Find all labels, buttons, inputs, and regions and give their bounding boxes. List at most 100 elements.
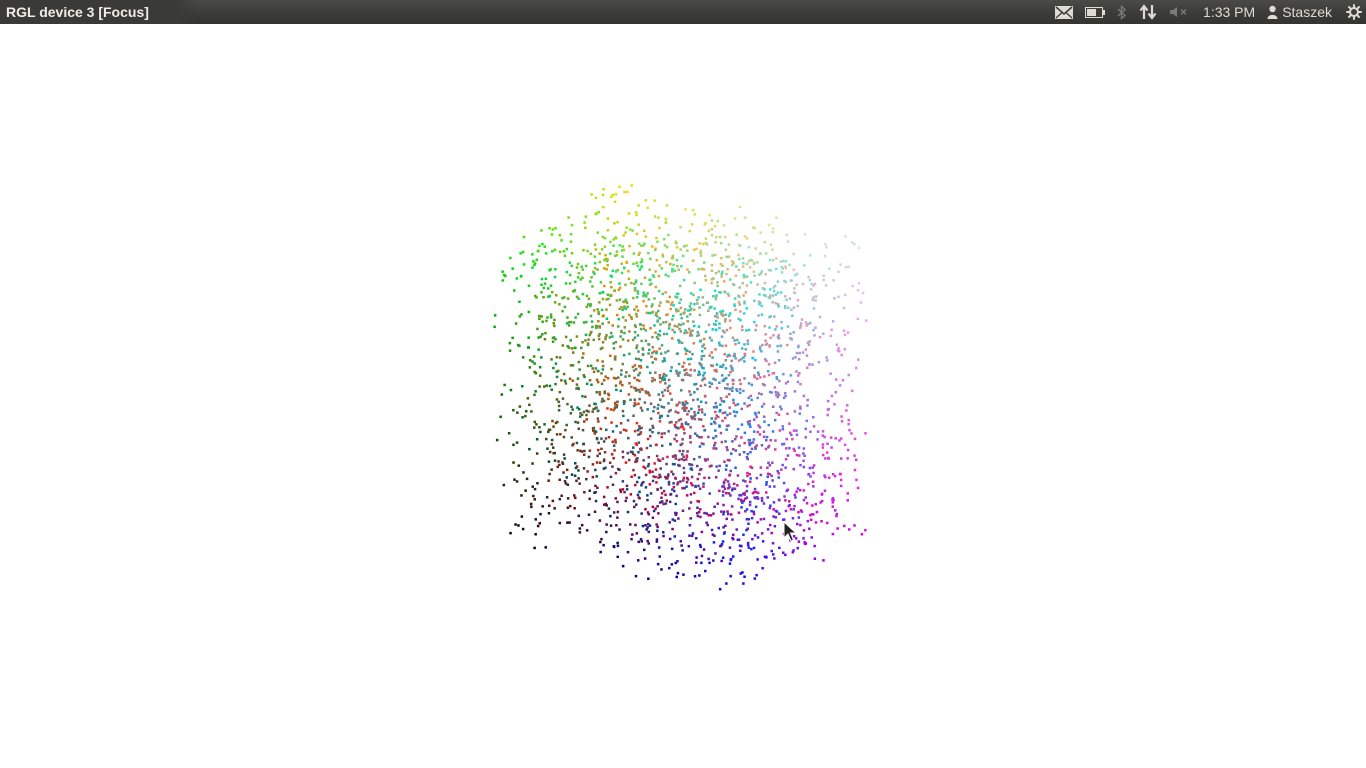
- scatter-point: [616, 541, 619, 545]
- scatter-point: [698, 574, 701, 577]
- scatter-point: [513, 478, 516, 481]
- scatter-point: [584, 395, 587, 398]
- mail-icon[interactable]: [1049, 0, 1079, 24]
- scatter-point: [703, 347, 707, 350]
- network-icon[interactable]: [1133, 0, 1163, 24]
- scatter-point: [719, 291, 722, 294]
- scatter-point: [715, 406, 718, 409]
- scatter-point: [793, 410, 797, 413]
- scatter-point: [609, 331, 613, 335]
- scatter-point: [730, 452, 733, 455]
- scatter-point: [824, 475, 827, 479]
- scatter-point: [800, 510, 804, 513]
- scatter-point: [743, 377, 746, 380]
- scatter-point: [652, 275, 656, 278]
- scatter-point: [747, 439, 751, 442]
- scatter-point: [681, 438, 684, 441]
- scatter-point: [759, 376, 762, 379]
- scatter-point: [637, 540, 640, 544]
- scatter-point: [689, 441, 692, 444]
- scatter-point: [802, 489, 805, 492]
- scatter-point: [615, 253, 619, 257]
- scatter-point: [775, 393, 778, 397]
- scatter-point: [812, 471, 815, 475]
- scatter-point: [734, 274, 738, 277]
- scatter-point: [796, 299, 800, 302]
- battery-icon[interactable]: [1079, 0, 1111, 24]
- scatter-point: [762, 402, 766, 406]
- scatter-point: [799, 407, 802, 410]
- scatter-point: [554, 268, 557, 271]
- volume-muted-icon[interactable]: [1163, 0, 1195, 24]
- scatter-plot-3d[interactable]: [0, 24, 1366, 768]
- scatter-point: [757, 424, 760, 427]
- scatter-point: [573, 494, 576, 497]
- scatter-point: [804, 427, 807, 431]
- scatter-point: [640, 244, 643, 247]
- scatter-point: [853, 437, 857, 441]
- scatter-point: [706, 523, 709, 527]
- scatter-point: [587, 410, 590, 413]
- scatter-point: [657, 546, 661, 549]
- scatter-point: [602, 495, 606, 499]
- gear-icon[interactable]: [1340, 0, 1366, 24]
- scatter-point: [535, 258, 538, 261]
- scatter-point: [619, 422, 623, 425]
- scatter-point: [532, 494, 535, 498]
- scatter-point: [757, 392, 761, 395]
- scatter-point: [747, 522, 750, 525]
- scatter-point: [616, 500, 619, 504]
- scatter-point: [674, 410, 677, 413]
- scatter-point: [760, 496, 764, 500]
- scatter-point: [613, 449, 616, 452]
- scatter-point: [746, 339, 749, 342]
- scatter-point: [651, 361, 654, 364]
- scatter-point: [784, 458, 788, 461]
- scatter-point: [864, 432, 867, 435]
- scatter-point: [703, 429, 706, 432]
- scatter-point: [704, 330, 708, 333]
- scatter-point: [570, 405, 573, 408]
- scatter-point: [635, 458, 638, 461]
- scatter-point: [807, 275, 810, 279]
- scatter-point: [676, 560, 679, 563]
- scatter-point: [591, 285, 594, 288]
- bluetooth-icon[interactable]: [1111, 0, 1133, 24]
- scatter-point: [531, 485, 534, 488]
- scatter-point: [700, 436, 703, 439]
- scatter-point: [746, 543, 750, 547]
- scatter-point: [547, 295, 550, 298]
- scatter-point: [603, 284, 606, 288]
- scatter-point: [773, 557, 776, 560]
- scatter-point: [648, 348, 651, 352]
- scatter-point: [619, 382, 622, 385]
- user-menu[interactable]: Staszek: [1263, 0, 1340, 24]
- scatter-point: [651, 377, 654, 380]
- rgl-canvas[interactable]: [0, 24, 1366, 768]
- scatter-point: [527, 336, 530, 339]
- scatter-point: [604, 437, 608, 440]
- scatter-point: [634, 387, 637, 390]
- clock[interactable]: 1:33 PM: [1203, 4, 1256, 20]
- scatter-point: [665, 313, 668, 317]
- scatter-point: [617, 325, 620, 328]
- scatter-point: [655, 350, 658, 353]
- scatter-point: [779, 291, 783, 294]
- scatter-point: [721, 540, 725, 543]
- scatter-point: [614, 402, 617, 405]
- scatter-point: [697, 418, 701, 421]
- scatter-point: [830, 446, 833, 449]
- scatter-point: [732, 398, 735, 402]
- scatter-point: [725, 428, 728, 431]
- scatter-point: [605, 523, 608, 526]
- scatter-point: [790, 338, 793, 341]
- scatter-point: [598, 301, 601, 304]
- scatter-point: [716, 281, 719, 284]
- scatter-point: [803, 542, 807, 546]
- scatter-point: [611, 269, 614, 273]
- scatter-point: [618, 528, 621, 531]
- scatter-point: [573, 507, 576, 510]
- scatter-point: [544, 546, 547, 549]
- scatter-point: [612, 238, 615, 241]
- scatter-point: [729, 326, 732, 330]
